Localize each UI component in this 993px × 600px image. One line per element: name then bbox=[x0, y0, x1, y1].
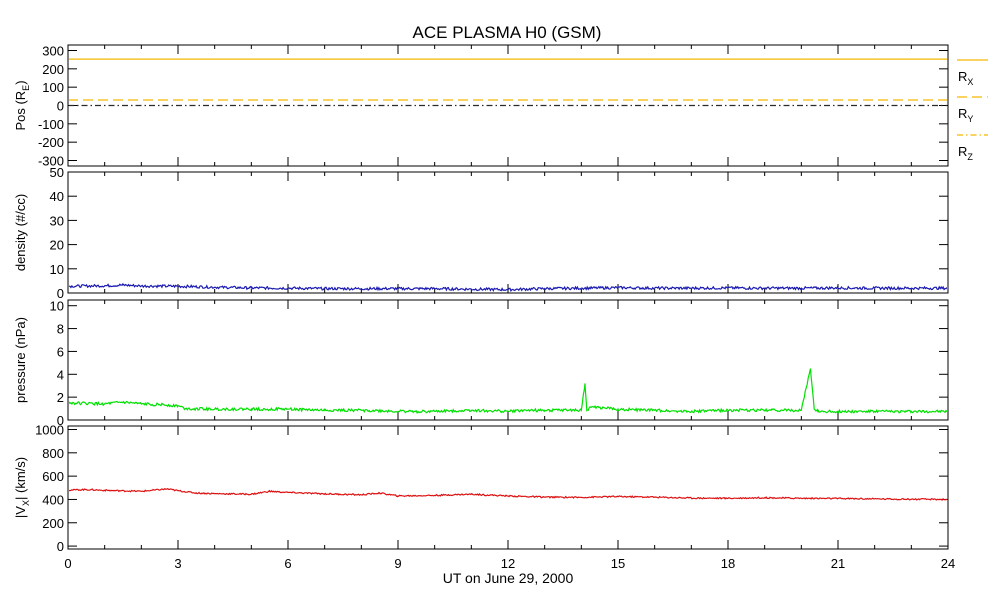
legend-label: RZ bbox=[958, 144, 973, 162]
y-tick-label: 50 bbox=[50, 165, 64, 180]
y-tick-label: 10 bbox=[50, 299, 64, 314]
legend-label-sub: Z bbox=[967, 152, 973, 162]
y-tick-label: 800 bbox=[42, 446, 64, 461]
panel-vx: 1000 800 600 400 200 0 |VX| (km/s) 0 3 6 9 12 15 18 21… bbox=[13, 422, 955, 571]
y-tick-label: 6 bbox=[57, 344, 64, 359]
x-tick-label: 6 bbox=[284, 556, 291, 571]
panel-pressure: 10 8 6 4 2 0 pressure (nPa) bbox=[13, 299, 949, 428]
panel-frame bbox=[67, 425, 949, 550]
y-label-part: density (#/cc) bbox=[13, 194, 28, 271]
x-axis-label: UT on June 29, 2000 bbox=[443, 570, 574, 586]
y-tick-label: 600 bbox=[42, 469, 64, 484]
panel-frame bbox=[67, 299, 949, 421]
y-tick-label: 2 bbox=[57, 390, 64, 405]
y-label-part: Pos (R bbox=[13, 91, 28, 131]
y-tick-label: 100 bbox=[42, 80, 64, 95]
y-label-part: |V bbox=[13, 506, 28, 518]
legend-label: RY bbox=[958, 106, 973, 124]
x-tick-label: 12 bbox=[501, 556, 515, 571]
legend-label-main: R bbox=[958, 69, 967, 84]
y-tick-label: 200 bbox=[42, 62, 64, 77]
panel-pos: 300 200 100 0 -100 -200 -300 Pos (RE) bbox=[13, 44, 949, 169]
y-tick-label: 0 bbox=[57, 413, 64, 428]
x-tick-label: 0 bbox=[64, 556, 71, 571]
series-line--v-x- bbox=[69, 487, 947, 501]
chart-title: ACE PLASMA H0 (GSM) bbox=[413, 23, 602, 42]
y-axis-label-density: density (#/cc) bbox=[13, 194, 28, 271]
y-tick-label: 300 bbox=[42, 44, 64, 59]
legend-label: RX bbox=[958, 69, 973, 87]
panel-density: 50 40 30 20 10 0 density (#/cc) bbox=[13, 165, 949, 301]
y-tick-label: -200 bbox=[38, 135, 64, 150]
y-tick-label: 30 bbox=[50, 213, 64, 228]
y-axis-label-pos: Pos (RE) bbox=[13, 80, 31, 130]
y-tick-label: 40 bbox=[50, 189, 64, 204]
y-tick-label: 0 bbox=[57, 286, 64, 301]
panel-frame bbox=[67, 171, 949, 294]
y-tick-label: 0 bbox=[57, 99, 64, 114]
y-axis-label-pressure: pressure (nPa) bbox=[13, 317, 28, 403]
y-tick-label: 20 bbox=[50, 238, 64, 253]
y-tick-label: -300 bbox=[38, 154, 64, 169]
y-label-part: pressure (nPa) bbox=[13, 317, 28, 403]
y-tick-label: 0 bbox=[57, 539, 64, 554]
y-tick-label: 10 bbox=[50, 262, 64, 277]
x-tick-label: 21 bbox=[831, 556, 845, 571]
x-tick-label: 15 bbox=[611, 556, 625, 571]
y-tick-label: -100 bbox=[38, 117, 64, 132]
series-line-pressure bbox=[69, 368, 947, 414]
y-label-sub: E bbox=[21, 85, 31, 91]
y-tick-label: 400 bbox=[42, 492, 64, 507]
y-tick-label: 8 bbox=[57, 322, 64, 337]
legend-label-main: R bbox=[958, 144, 967, 159]
x-tick-label: 3 bbox=[174, 556, 181, 571]
x-tick-label: 24 bbox=[941, 556, 955, 571]
legend-label-sub: Y bbox=[967, 114, 973, 124]
legend-label-main: R bbox=[958, 106, 967, 121]
x-tick-label: 18 bbox=[721, 556, 735, 571]
y-tick-label: 4 bbox=[57, 367, 64, 382]
x-tick-label: 9 bbox=[394, 556, 401, 571]
y-label-part: ) bbox=[13, 80, 28, 84]
y-label-sub: X bbox=[21, 500, 31, 506]
y-tick-label: 200 bbox=[42, 516, 64, 531]
series-line-density bbox=[69, 282, 947, 292]
y-axis-label-vx: |VX| (km/s) bbox=[13, 457, 31, 518]
y-label-part: | (km/s) bbox=[13, 457, 28, 500]
y-tick-label: 1000 bbox=[35, 422, 64, 437]
legend-label-sub: X bbox=[967, 77, 973, 87]
